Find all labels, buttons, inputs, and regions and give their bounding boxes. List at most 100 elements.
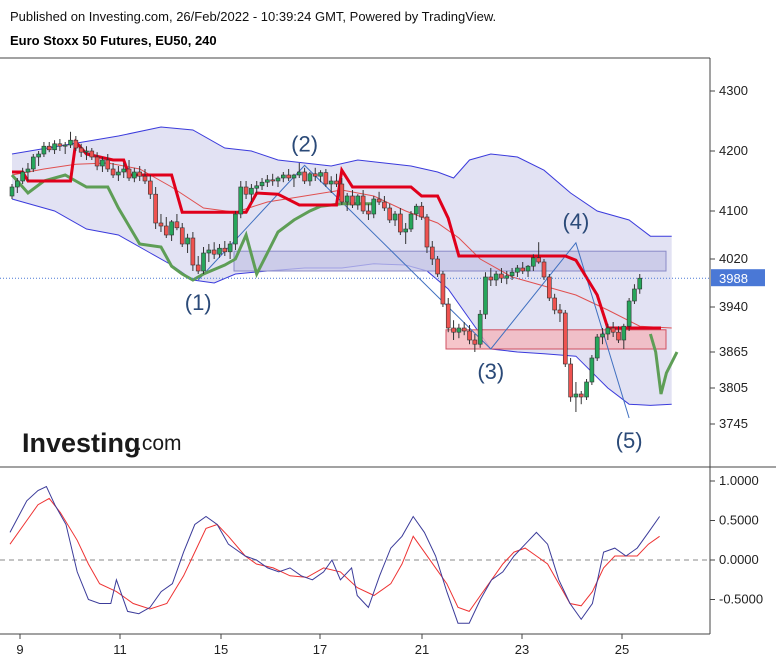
candle-body: [350, 195, 355, 206]
oscillator-signal-line: [9, 497, 660, 612]
candle-body: [89, 150, 95, 158]
candle-body: [116, 171, 121, 176]
candle-body: [281, 174, 286, 179]
candle-body: [259, 181, 265, 187]
candle-body: [520, 267, 526, 272]
candle-body: [429, 246, 435, 260]
time-tick-label: 21: [415, 642, 429, 657]
green-trail-line: [10, 173, 374, 282]
candle-body: [238, 186, 244, 215]
candle-body: [15, 180, 20, 188]
candle-body: [589, 357, 595, 383]
candle-body: [57, 143, 63, 147]
axes: 4300 4200 4100 4020 3940 3865 3805 3745 3988 9 11 1…: [0, 57, 776, 657]
candle-body: [339, 183, 345, 203]
candle-body: [472, 339, 478, 345]
candle-body: [137, 171, 142, 177]
candle-body: [398, 213, 403, 233]
candle-body: [477, 313, 483, 345]
time-tick-label: 11: [113, 642, 127, 657]
candle-body: [637, 277, 643, 290]
candle-body: [610, 327, 616, 333]
candle-body: [84, 150, 89, 153]
candle-body: [9, 186, 15, 197]
candle-body: [616, 331, 621, 341]
candle-body: [621, 325, 627, 341]
candle-body: [233, 213, 238, 245]
candle-body: [547, 276, 552, 299]
zigzag-line: [197, 164, 630, 419]
candle-body: [392, 213, 398, 221]
candle-body: [62, 144, 68, 147]
candle-body: [557, 309, 563, 314]
candle-body: [382, 201, 387, 209]
candle-body: [456, 327, 462, 333]
candle-body: [195, 264, 201, 272]
price-tick-label: 3865: [719, 344, 748, 359]
logo-suffix-text: .com: [136, 432, 182, 455]
current-price-label: 3988: [719, 271, 748, 286]
candle-body: [211, 249, 217, 255]
price-tick-label: 3745: [719, 416, 748, 431]
candle-body: [78, 147, 84, 153]
candle-body: [41, 145, 47, 155]
candle-body: [626, 300, 632, 327]
candle-body: [217, 247, 222, 255]
candle-body: [435, 258, 440, 275]
candle-body: [296, 171, 302, 176]
wave-label: (4): [562, 209, 589, 234]
candle-body: [573, 393, 579, 398]
support-zone: [445, 329, 667, 350]
candle-body: [312, 173, 318, 177]
candle-body: [488, 276, 494, 281]
candle-body: [30, 156, 36, 170]
candle-body: [541, 261, 547, 278]
candle-body: [190, 237, 196, 266]
candles: [9, 131, 643, 412]
time-tick-label: 9: [16, 642, 23, 657]
candle-body: [36, 153, 41, 158]
investing-logo: Investing .com: [22, 428, 182, 458]
price-tick-label: 4300: [719, 83, 748, 98]
candle-body: [302, 171, 307, 182]
candle-body: [126, 168, 132, 179]
candle-body: [504, 275, 510, 279]
candle-body: [371, 198, 377, 215]
time-tick-label: 23: [515, 642, 529, 657]
candle-body: [461, 327, 467, 332]
oscillator-tick-label: 1.0000: [719, 473, 759, 488]
price-tick-label: 4100: [719, 203, 748, 218]
price-zones: [233, 250, 667, 350]
chart-title: Euro Stoxx 50 Futures, EU50, 240: [10, 33, 217, 48]
candle-body: [100, 159, 105, 167]
current-price-badge: [711, 269, 765, 287]
published-credit: Published on Investing.com, 26/Feb/2022 …: [10, 9, 497, 24]
candle-body: [185, 237, 190, 245]
time-tick-label: 17: [313, 642, 327, 657]
oscillator-main-line: [9, 485, 661, 624]
time-tick-label: 25: [615, 642, 629, 657]
candle-body: [153, 193, 158, 224]
candle-body: [605, 327, 611, 335]
candle-body: [227, 243, 233, 253]
candle-body: [142, 175, 148, 182]
candle-body: [179, 227, 185, 245]
wave-label: (5): [616, 428, 643, 453]
candle-body: [318, 172, 323, 177]
candle-body: [20, 171, 25, 182]
candle-body: [568, 363, 573, 398]
wave-label: (1): [185, 290, 212, 315]
candle-body: [483, 276, 488, 315]
candle-body: [206, 249, 212, 254]
price-tick-label: 4200: [719, 143, 748, 158]
candle-body: [110, 168, 116, 176]
price-tick-label: 3805: [719, 380, 748, 395]
candle-body: [584, 381, 589, 398]
candle-body: [132, 171, 137, 179]
candle-body: [148, 180, 153, 195]
candle-body: [493, 273, 499, 281]
candle-body: [52, 143, 57, 151]
candle-body: [355, 195, 361, 206]
candle-body: [387, 207, 393, 221]
